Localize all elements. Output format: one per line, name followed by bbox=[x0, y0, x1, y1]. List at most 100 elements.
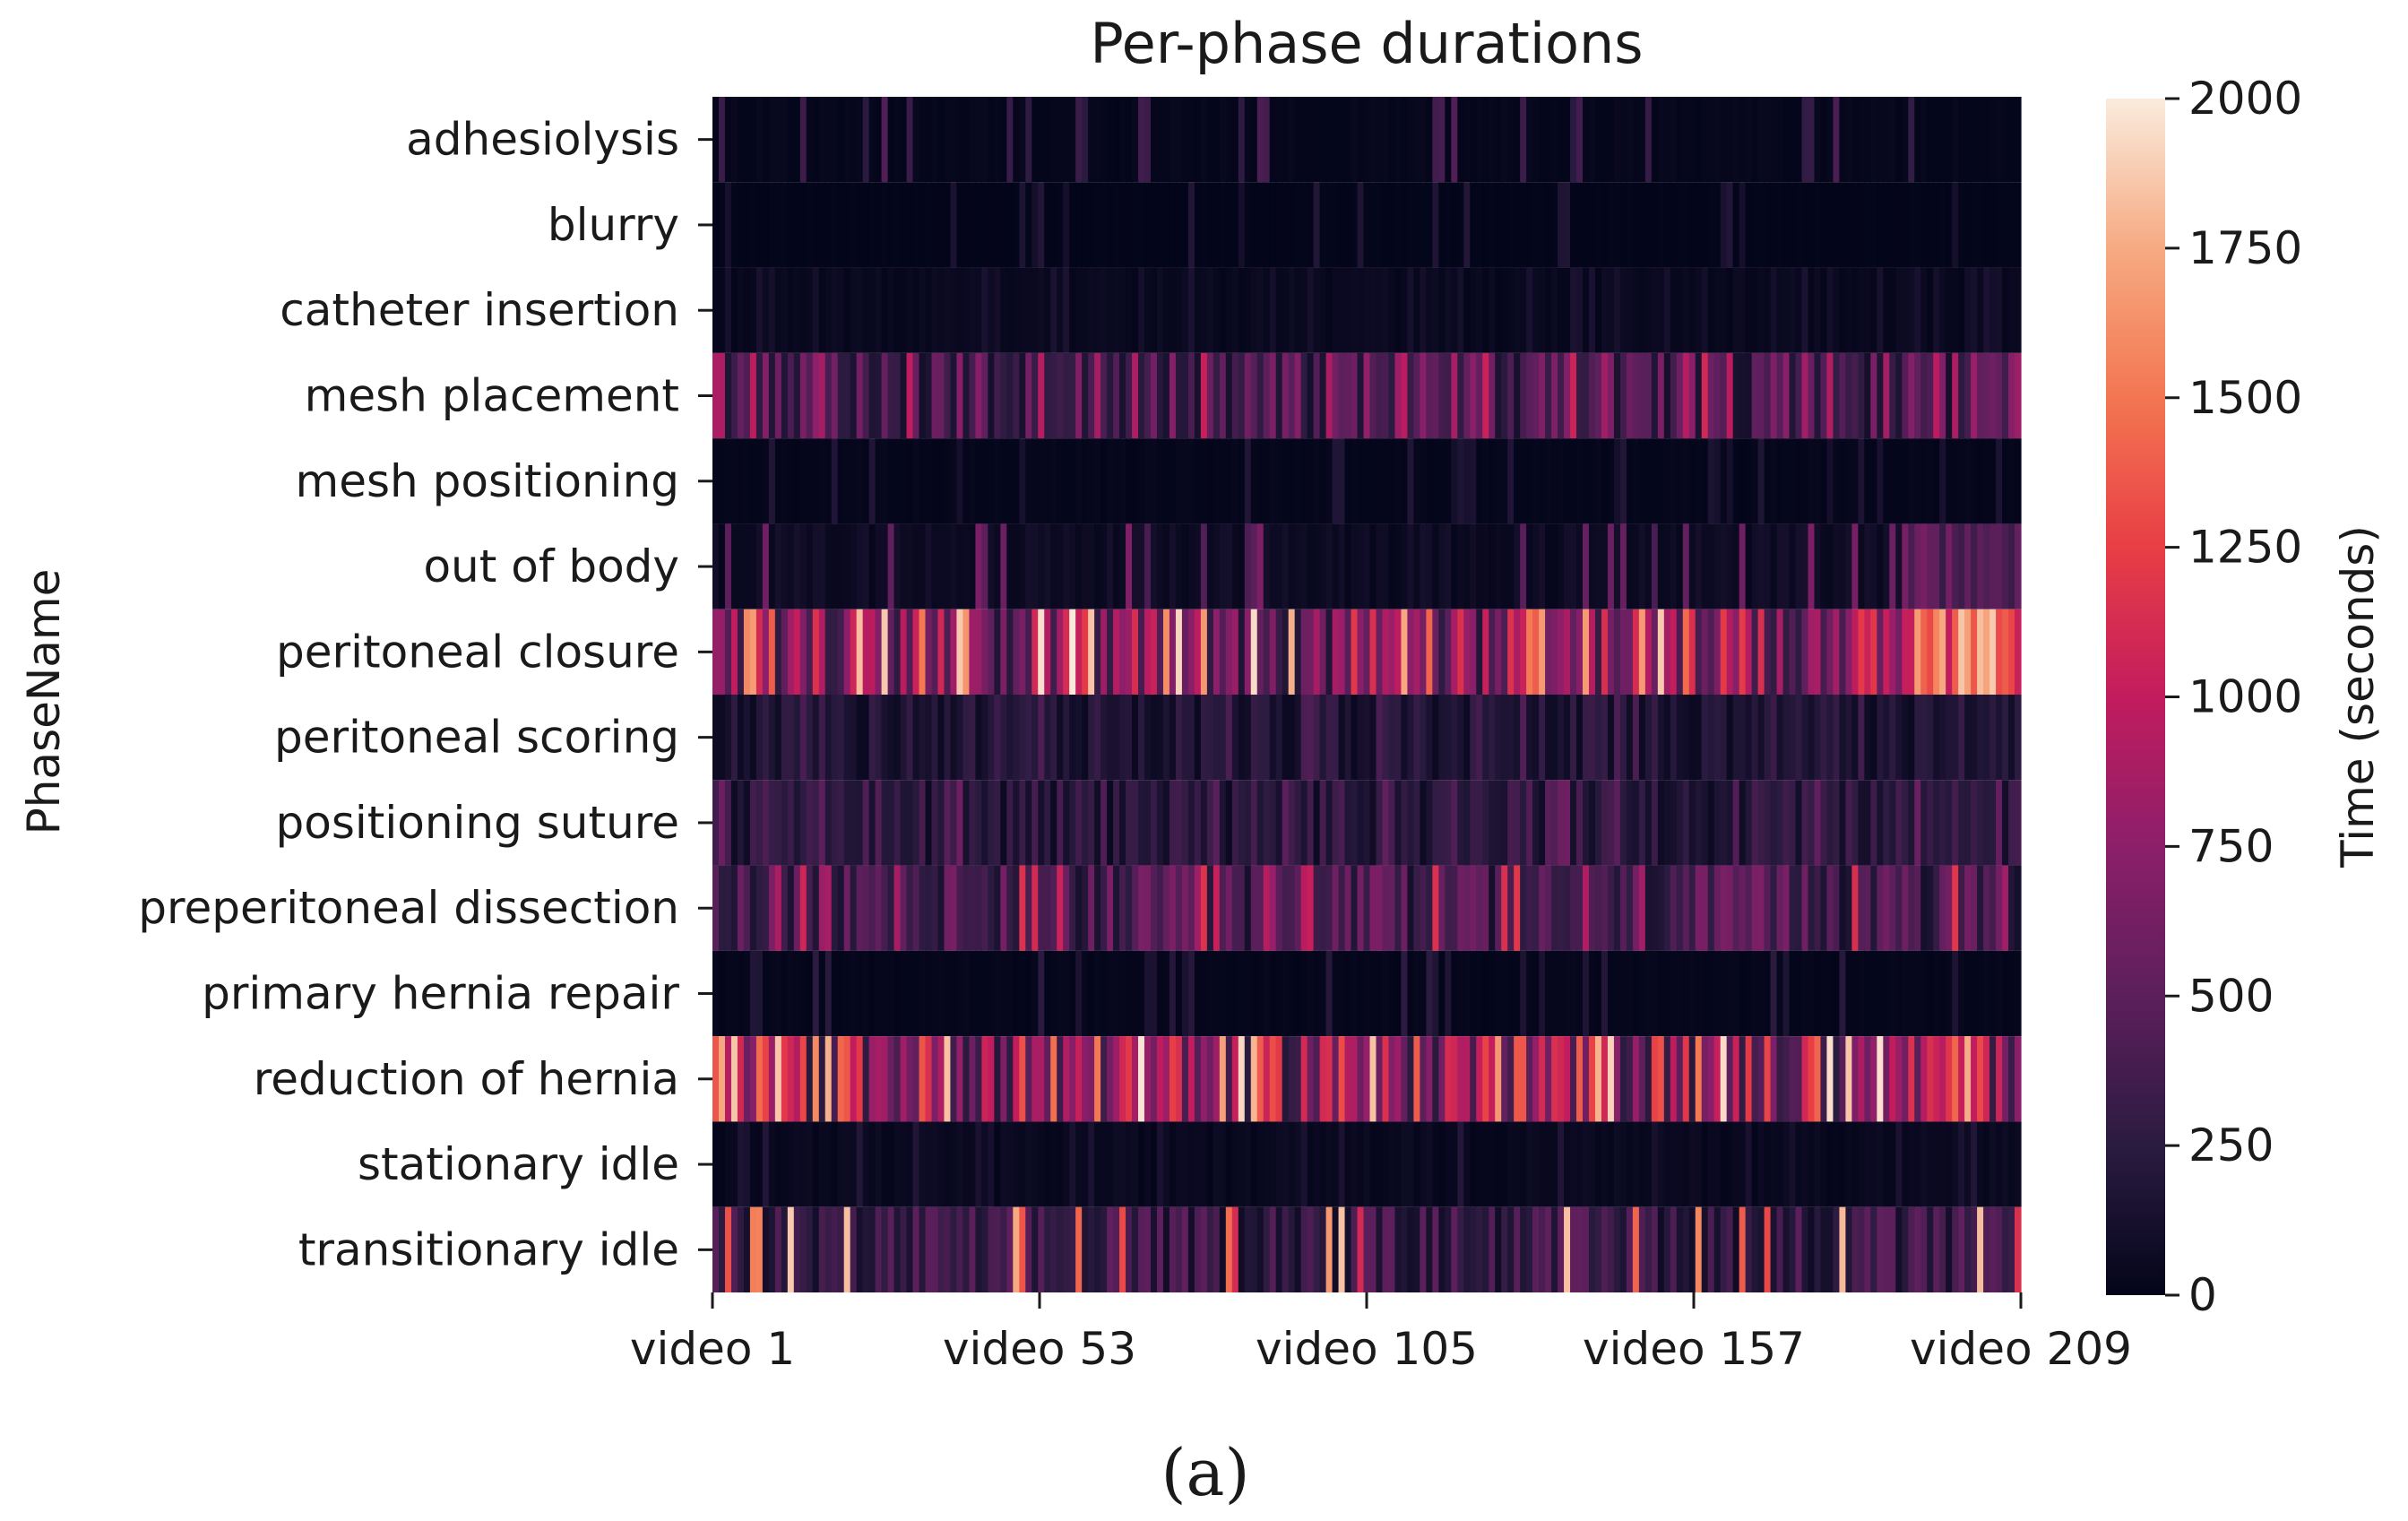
heatmap-cell bbox=[806, 352, 814, 439]
heatmap-cell bbox=[1363, 1121, 1371, 1207]
heatmap-cell bbox=[768, 523, 776, 609]
heatmap-cell bbox=[1013, 182, 1020, 268]
heatmap-cell bbox=[2015, 438, 2022, 524]
heatmap-cell bbox=[2002, 695, 2009, 781]
heatmap-cell bbox=[1063, 865, 1070, 951]
heatmap-cell bbox=[1539, 267, 1546, 353]
heatmap-cell bbox=[1250, 609, 1258, 695]
heatmap-cell bbox=[1682, 267, 1690, 353]
heatmap-cell bbox=[1895, 523, 1903, 609]
heatmap-cell bbox=[1138, 97, 1145, 183]
heatmap-cell bbox=[1927, 97, 1934, 183]
heatmap-cell bbox=[1638, 950, 1646, 1037]
heatmap-cell bbox=[1307, 352, 1315, 439]
heatmap-cell bbox=[1357, 865, 1365, 951]
heatmap-cell bbox=[1132, 182, 1139, 268]
heatmap-cell bbox=[1401, 609, 1409, 695]
heatmap-cell bbox=[994, 97, 1001, 183]
heatmap-cell bbox=[1426, 1206, 1433, 1292]
heatmap-cell bbox=[818, 865, 826, 951]
heatmap-cell bbox=[1958, 695, 1965, 781]
heatmap-cell bbox=[1169, 865, 1177, 951]
heatmap-cell bbox=[1782, 523, 1791, 609]
heatmap-cell bbox=[1250, 352, 1258, 439]
heatmap-cell bbox=[962, 695, 971, 781]
heatmap-cell bbox=[1401, 352, 1409, 439]
heatmap-cell bbox=[975, 267, 982, 353]
heatmap-cell bbox=[1063, 780, 1070, 866]
heatmap-cell bbox=[1601, 780, 1609, 866]
heatmap-cell bbox=[1107, 438, 1114, 524]
heatmap-cell bbox=[1413, 438, 1420, 524]
heatmap-cell bbox=[2015, 1206, 2022, 1292]
heatmap-cell bbox=[1094, 695, 1101, 781]
heatmap-cell bbox=[1564, 182, 1571, 268]
heatmap-cell bbox=[1019, 780, 1026, 866]
heatmap-cell bbox=[919, 1036, 927, 1122]
heatmap-cell bbox=[912, 523, 920, 609]
heatmap-cell bbox=[1782, 950, 1791, 1037]
heatmap-cell bbox=[1376, 695, 1384, 781]
heatmap-cell bbox=[1845, 352, 1852, 439]
heatmap-cell bbox=[1902, 1206, 1909, 1292]
heatmap-cell bbox=[1795, 950, 1803, 1037]
heatmap-cell bbox=[1526, 438, 1533, 524]
heatmap-cell bbox=[1695, 523, 1703, 609]
heatmap-cell bbox=[944, 950, 952, 1037]
heatmap-cell bbox=[1795, 1121, 1803, 1207]
heatmap-cell bbox=[812, 695, 820, 781]
heatmap-cell bbox=[1119, 1206, 1126, 1292]
heatmap-cell bbox=[743, 97, 751, 183]
heatmap-cell bbox=[1927, 1036, 1934, 1122]
heatmap-cell bbox=[1238, 182, 1246, 268]
heatmap-cell bbox=[1275, 352, 1283, 439]
heatmap-cell bbox=[1795, 695, 1803, 781]
heatmap-cell bbox=[1789, 523, 1797, 609]
heatmap-cell bbox=[1069, 438, 1076, 524]
heatmap-cell bbox=[1764, 1121, 1772, 1207]
heatmap-cell bbox=[875, 1036, 883, 1122]
heatmap-cell bbox=[1814, 352, 1822, 439]
heatmap-cell bbox=[1795, 780, 1803, 866]
heatmap-cell bbox=[1701, 352, 1709, 439]
heatmap-cell bbox=[1864, 523, 1871, 609]
heatmap-cell bbox=[944, 865, 952, 951]
heatmap-cell bbox=[1025, 97, 1032, 183]
heatmap-cell bbox=[1219, 950, 1227, 1037]
heatmap-cell bbox=[1883, 1121, 1890, 1207]
heatmap-cell bbox=[1801, 267, 1809, 353]
heatmap-cell bbox=[950, 267, 958, 353]
heatmap-cell bbox=[1983, 438, 1990, 524]
heatmap-cell bbox=[1438, 780, 1446, 866]
heatmap-cell bbox=[1644, 523, 1653, 609]
heatmap-cell bbox=[1826, 1206, 1834, 1292]
heatmap-cell bbox=[1619, 267, 1627, 353]
heatmap-cell bbox=[1739, 695, 1747, 781]
heatmap-cell bbox=[1438, 950, 1446, 1037]
heatmap-cell bbox=[1162, 1121, 1170, 1207]
colorbar-label: Time (seconds) bbox=[2332, 525, 2384, 869]
heatmap-cell bbox=[1952, 438, 1959, 524]
heatmap-cell bbox=[781, 182, 789, 268]
heatmap-cell bbox=[1263, 950, 1271, 1037]
heatmap-cell bbox=[1883, 865, 1890, 951]
heatmap-cell bbox=[1156, 97, 1164, 183]
heatmap-cell bbox=[1107, 267, 1114, 353]
heatmap-cell bbox=[1908, 609, 1915, 695]
heatmap-cell bbox=[768, 780, 776, 866]
heatmap-cell bbox=[1107, 865, 1114, 951]
heatmap-cell bbox=[1927, 865, 1934, 951]
heatmap-cell bbox=[1720, 97, 1728, 183]
heatmap-cell bbox=[1877, 950, 1884, 1037]
heatmap-cell bbox=[1332, 182, 1340, 268]
heatmap-cell bbox=[1050, 695, 1057, 781]
heatmap-cell bbox=[1200, 523, 1208, 609]
heatmap-cell bbox=[1126, 609, 1133, 695]
heatmap-cell bbox=[1282, 1206, 1290, 1292]
heatmap-cell bbox=[1657, 352, 1665, 439]
heatmap-cell bbox=[1864, 267, 1871, 353]
heatmap-cell bbox=[1206, 267, 1214, 353]
heatmap-cell bbox=[781, 950, 789, 1037]
heatmap-cell bbox=[1808, 97, 1816, 183]
heatmap-cell bbox=[1952, 267, 1959, 353]
